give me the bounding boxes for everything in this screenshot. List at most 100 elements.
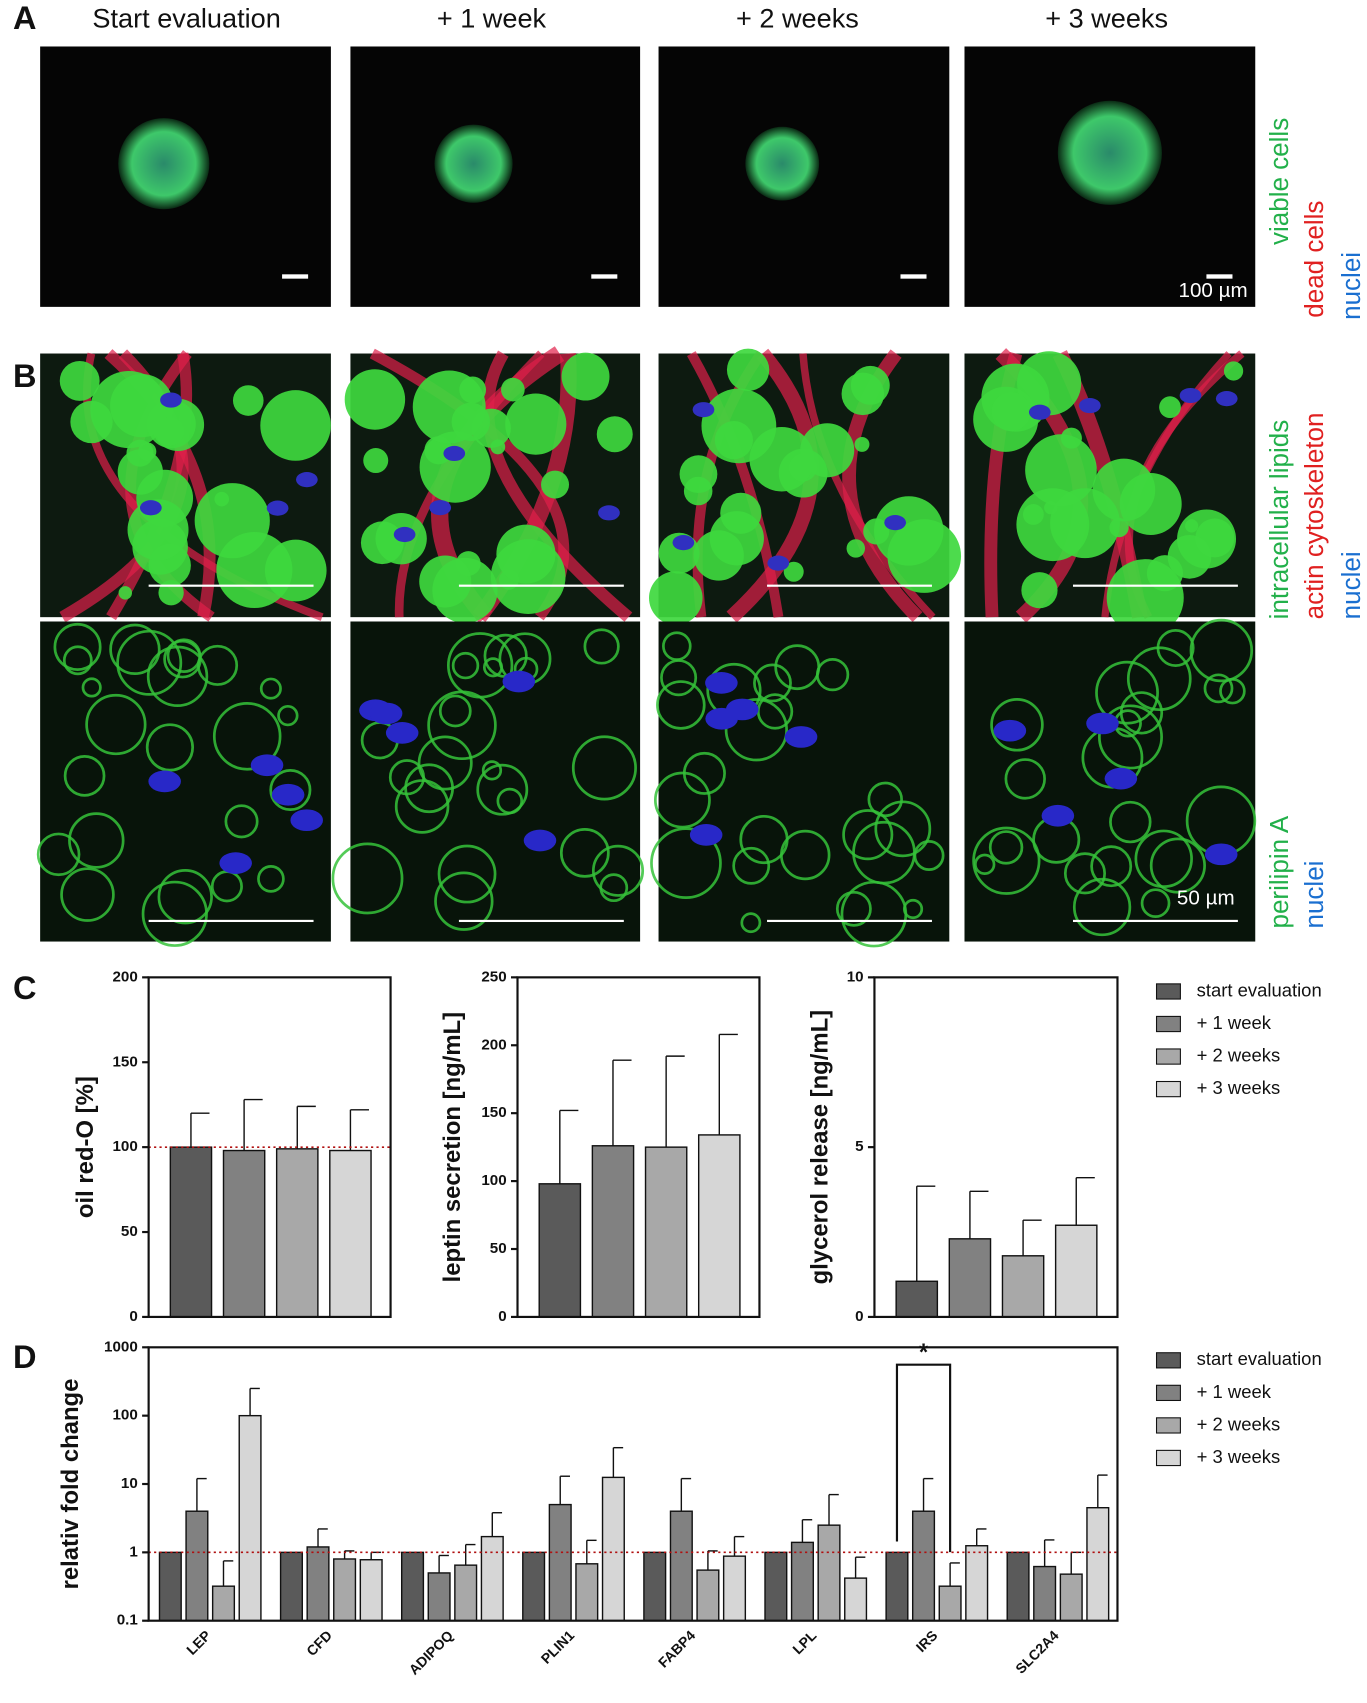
lipid — [701, 388, 777, 464]
error-bar — [317, 1528, 328, 1547]
lipid — [1223, 361, 1244, 381]
perilipin — [53, 622, 102, 671]
lipid — [496, 524, 556, 584]
perilipin — [739, 814, 789, 865]
stain-label: nuclei — [1336, 252, 1366, 320]
bar — [722, 1555, 747, 1622]
error-bar — [370, 1551, 381, 1560]
micrographs — [36, 46, 1257, 948]
scale-bar — [767, 584, 932, 587]
y-tick-label: 5 — [855, 1138, 864, 1155]
x-tick-label: IRS — [913, 1627, 941, 1655]
micrograph — [350, 621, 641, 942]
bar — [885, 1551, 909, 1622]
lipid — [649, 571, 703, 625]
nucleus — [266, 500, 289, 516]
y-tick-label: 0 — [129, 1308, 137, 1325]
y-axis-label: leptin secretion [ng/mL] — [439, 1012, 466, 1282]
error-bar — [1075, 1176, 1095, 1226]
nucleus — [672, 535, 695, 551]
lipid — [800, 423, 855, 478]
perilipin — [85, 693, 147, 756]
perilipin — [481, 760, 503, 781]
bar — [158, 1551, 182, 1622]
nucleus — [784, 726, 818, 748]
lipid — [1022, 504, 1044, 525]
bar — [1059, 1573, 1083, 1622]
error-bar — [559, 1475, 570, 1505]
lipid — [1167, 535, 1212, 579]
lipid — [118, 586, 133, 600]
perilipin — [145, 723, 195, 772]
scale-bar — [458, 919, 624, 923]
lipid — [127, 499, 189, 561]
nucleus — [219, 852, 252, 874]
stain-label: perilipin A — [1264, 815, 1294, 928]
error-bar — [733, 1535, 745, 1557]
y-tick-label: 100 — [112, 1138, 137, 1155]
nucleus — [598, 505, 620, 521]
perilipin — [451, 651, 480, 680]
nucleus — [502, 670, 536, 693]
perilipin — [1109, 800, 1152, 844]
bar — [538, 1183, 582, 1318]
perilipin — [259, 677, 282, 700]
error-bar — [464, 1543, 476, 1566]
perilipin — [1072, 877, 1132, 937]
legend-swatch — [1155, 1384, 1181, 1402]
perilipin — [62, 645, 93, 676]
lipid — [59, 360, 100, 401]
perilipin — [656, 680, 706, 730]
error-bar — [243, 1098, 263, 1151]
perilipin — [591, 844, 645, 897]
perilipin — [417, 735, 473, 791]
error-bar — [249, 1387, 260, 1416]
perilipin — [1126, 646, 1192, 712]
lipid — [846, 539, 866, 558]
bar — [400, 1551, 425, 1622]
perilipin — [197, 644, 239, 686]
perilipin — [277, 704, 299, 727]
perilipin — [867, 781, 903, 818]
stain-label: dead cells — [1299, 201, 1329, 318]
scale-bar — [591, 274, 618, 279]
bar — [279, 1551, 303, 1622]
perilipin — [269, 768, 312, 812]
lipid — [1060, 427, 1082, 449]
perilipin — [988, 830, 1024, 865]
actin — [482, 350, 633, 622]
scale-bar — [282, 274, 309, 279]
x-tick-label: PLIN1 — [538, 1627, 578, 1667]
nucleus — [993, 719, 1027, 742]
nucleus — [767, 555, 790, 571]
scale-bar — [1072, 919, 1238, 923]
lipid — [850, 365, 890, 405]
error-bar — [854, 1556, 866, 1579]
scale-bar — [1206, 274, 1233, 279]
y-axis-label: oil red-O [%] — [72, 1076, 99, 1218]
legend-swatch — [1155, 1417, 1181, 1434]
error-bar — [1022, 1219, 1042, 1256]
legend-swatch — [1155, 1048, 1181, 1065]
spheroid — [1057, 100, 1162, 205]
lipid — [155, 417, 185, 446]
perilipin — [109, 623, 161, 676]
error-bar — [922, 1477, 934, 1512]
nucleus — [1104, 767, 1138, 790]
bar — [643, 1551, 667, 1622]
bar — [238, 1414, 262, 1622]
bar — [333, 1558, 357, 1622]
nucleus — [296, 472, 318, 488]
perilipin — [1203, 673, 1234, 704]
bar — [844, 1577, 868, 1622]
x-tick-label: LPL — [789, 1627, 819, 1657]
perilipin — [874, 800, 932, 858]
perilipin — [1189, 618, 1254, 683]
perilipin — [974, 853, 996, 875]
lipid — [596, 416, 633, 453]
y-tick-label: 200 — [112, 968, 137, 985]
nucleus — [1028, 404, 1051, 420]
perilipin — [774, 644, 821, 691]
bar — [211, 1585, 236, 1622]
